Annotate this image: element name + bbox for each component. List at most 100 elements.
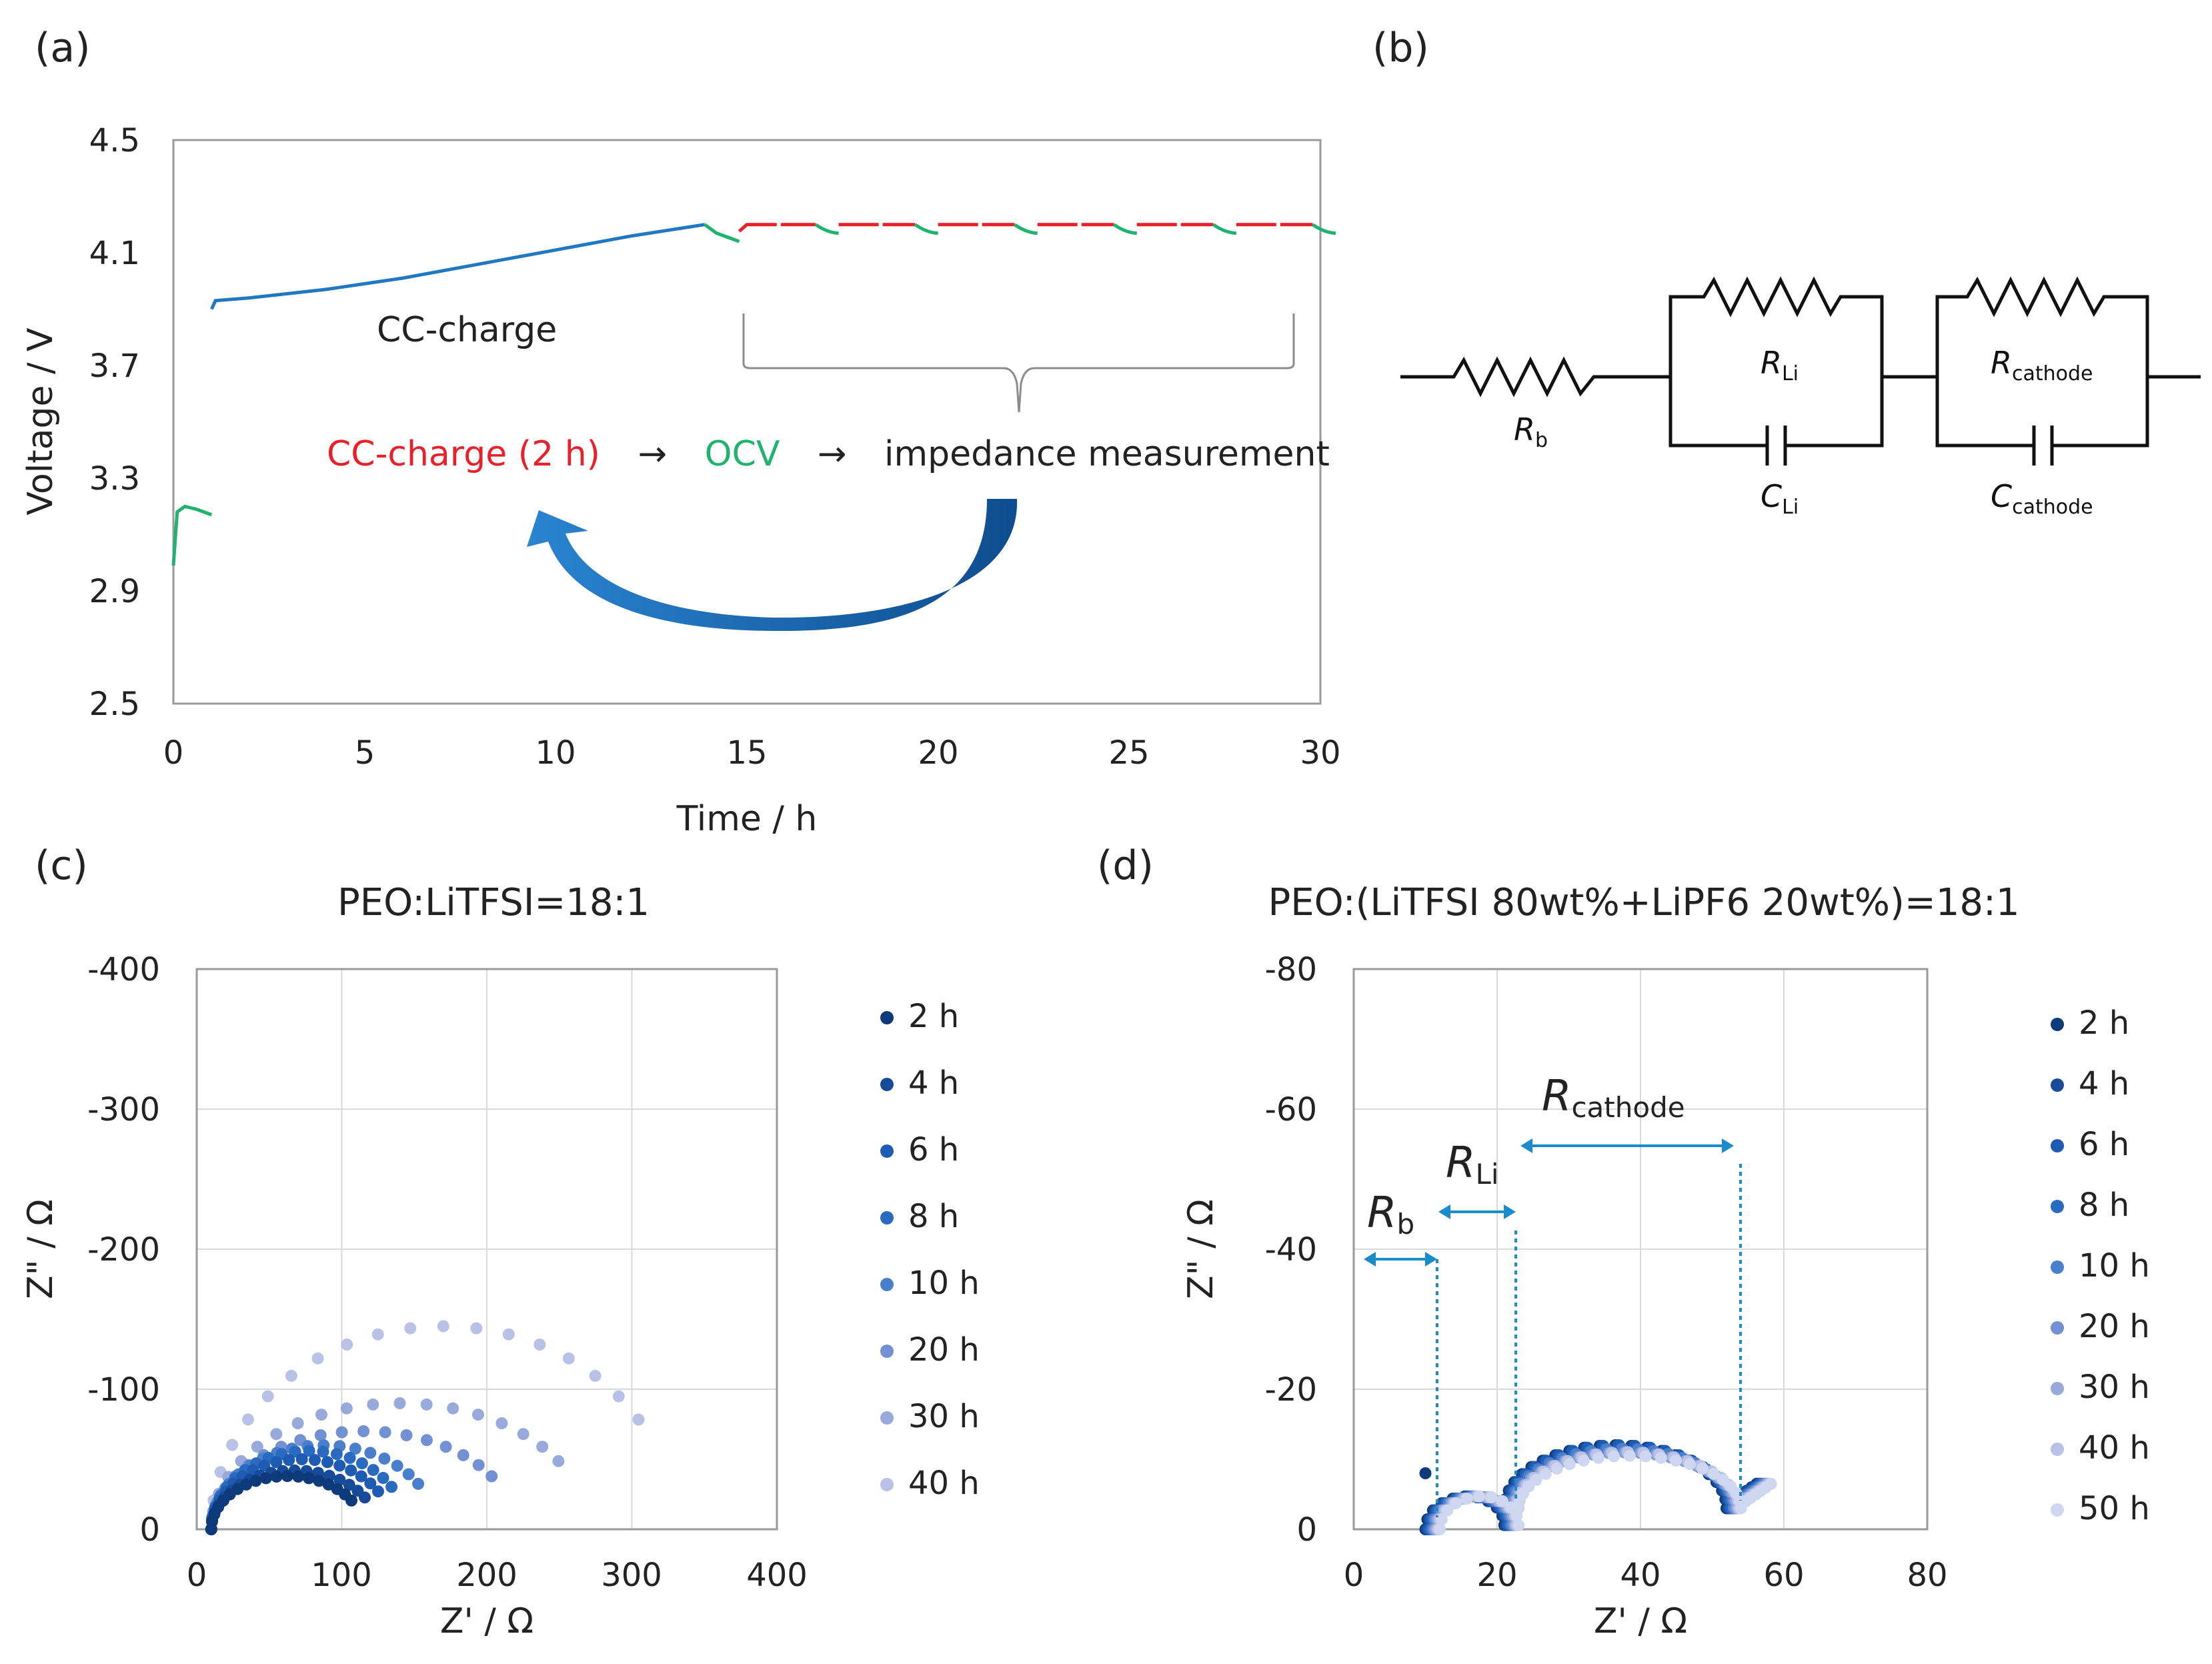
data-point	[404, 1322, 417, 1335]
chart-d-ytick: -20	[1265, 1371, 1317, 1409]
chart-c-xtick: 0	[187, 1557, 207, 1594]
data-point	[420, 1398, 433, 1411]
legend-marker	[2051, 1200, 2064, 1213]
legend-marker	[2051, 1382, 2064, 1395]
chart-a-ytick: 4.5	[89, 122, 140, 159]
chart-d-xtick: 0	[1344, 1557, 1364, 1594]
cycle-arrow-1: →	[638, 434, 667, 474]
data-point	[1563, 1458, 1576, 1471]
legend-marker	[2051, 1261, 2064, 1274]
data-point	[457, 1449, 469, 1461]
chart-a-xtick: 30	[1300, 734, 1340, 772]
chart-a-xlabel: Time / h	[676, 799, 818, 839]
panel-label-d: (d)	[1097, 842, 1154, 889]
data-point	[367, 1464, 379, 1477]
chart-a-xtick: 0	[163, 734, 184, 772]
data-point	[345, 1464, 357, 1477]
data-point	[1539, 1467, 1552, 1480]
chart-a-yticks: 2.5 2.9 3.3 3.7 4.1 4.5	[89, 122, 140, 723]
data-point	[379, 1426, 391, 1439]
data-point	[1608, 1450, 1620, 1463]
data-point	[393, 1397, 406, 1409]
chart-c-xtick: 100	[311, 1557, 372, 1594]
series-line	[210, 223, 706, 310]
data-point	[1592, 1451, 1604, 1464]
data-point	[1434, 1523, 1446, 1535]
data-point	[447, 1402, 459, 1415]
data-point	[385, 1481, 398, 1493]
data-point	[1441, 1504, 1454, 1517]
data-point	[364, 1477, 377, 1490]
resistor-rli	[1669, 276, 1884, 377]
data-point	[311, 1352, 324, 1365]
cycle-arrow-icon	[527, 499, 1018, 632]
legend-label: 8 h	[908, 1198, 959, 1235]
chart-a-curves	[171, 223, 1336, 566]
panel-label-b: (b)	[1372, 25, 1429, 71]
data-point	[1697, 1463, 1709, 1475]
data-point	[612, 1390, 625, 1403]
data-point	[1485, 1491, 1498, 1503]
data-point	[323, 1469, 335, 1482]
cycle-step-ocv: OCV	[705, 434, 780, 474]
legend-label: 4 h	[908, 1064, 959, 1102]
chart-d-yticks: 0 -20 -40 -60 -80	[1265, 951, 1317, 1549]
data-point	[1639, 1450, 1652, 1463]
chart-c-points	[205, 1320, 645, 1535]
chart-d-points	[1419, 1439, 1777, 1535]
chart-d-xlabel: Z' / Ω	[1594, 1601, 1687, 1641]
data-point	[359, 1491, 371, 1504]
data-point	[303, 1472, 315, 1485]
chart-c-ytick: -100	[87, 1371, 160, 1409]
legend-marker	[880, 1478, 894, 1491]
legend-marker	[2051, 1443, 2064, 1456]
chart-c: 0 -100 -200 -300 -400 0 100 200 300 400 …	[21, 951, 980, 1641]
series-line	[171, 504, 213, 566]
label-rcathode: Rcathode	[1991, 345, 2093, 385]
cycle-step-impedance: impedance measurement	[884, 434, 1330, 474]
data-point	[517, 1428, 529, 1441]
legend-marker	[880, 1144, 894, 1158]
legend-label: 20 h	[908, 1331, 980, 1369]
data-point	[261, 1390, 274, 1403]
legend-label: 2 h	[2079, 1004, 2129, 1042]
legend-label: 2 h	[908, 998, 959, 1035]
chart-c-ytick: -400	[87, 951, 160, 988]
chart-d-grid	[1354, 969, 1927, 1529]
chart-c-title: PEO:LiTFSI=18:1	[337, 881, 650, 924]
legend-marker	[880, 1278, 894, 1291]
data-point	[340, 1402, 353, 1415]
data-point	[345, 1494, 357, 1507]
data-point	[502, 1328, 515, 1341]
cc-charge-label: CC-charge	[377, 310, 557, 350]
data-point	[314, 1429, 327, 1441]
data-point	[1623, 1449, 1636, 1462]
legend-label: 4 h	[2079, 1065, 2129, 1102]
data-point	[1670, 1454, 1683, 1467]
panel-label-a: (a)	[35, 25, 91, 71]
data-point	[472, 1459, 485, 1471]
chart-c-xtick: 200	[456, 1557, 517, 1594]
series-line	[814, 223, 839, 235]
chart-c-xticks: 0 100 200 300 400	[187, 1557, 808, 1594]
cycle-description: CC-charge (2 h) → OCV → impedance measur…	[327, 434, 1330, 474]
data-point	[391, 1459, 403, 1472]
chart-a-ytick: 2.5	[89, 686, 140, 723]
label-rli: RLi	[1761, 345, 1799, 385]
data-point	[303, 1445, 315, 1457]
legend-label: 10 h	[2079, 1247, 2150, 1285]
legend-marker	[880, 1345, 894, 1358]
cycle-brace	[742, 313, 1295, 413]
chart-c-ylabel: Z" / Ω	[21, 1199, 61, 1299]
data-point	[1435, 1513, 1448, 1526]
chart-a-frame	[172, 139, 1322, 705]
data-point	[1550, 1463, 1563, 1475]
chart-c-legend: 2 h 4 h 6 h 8 h 10 h 20 h 30 h 40 h	[880, 998, 980, 1502]
data-point	[349, 1443, 361, 1455]
legend-label: 20 h	[2079, 1308, 2150, 1345]
equivalent-circuit	[1400, 276, 2201, 466]
data-point	[589, 1369, 602, 1382]
chart-d-xtick: 80	[1907, 1557, 1947, 1594]
data-point	[1684, 1458, 1696, 1471]
